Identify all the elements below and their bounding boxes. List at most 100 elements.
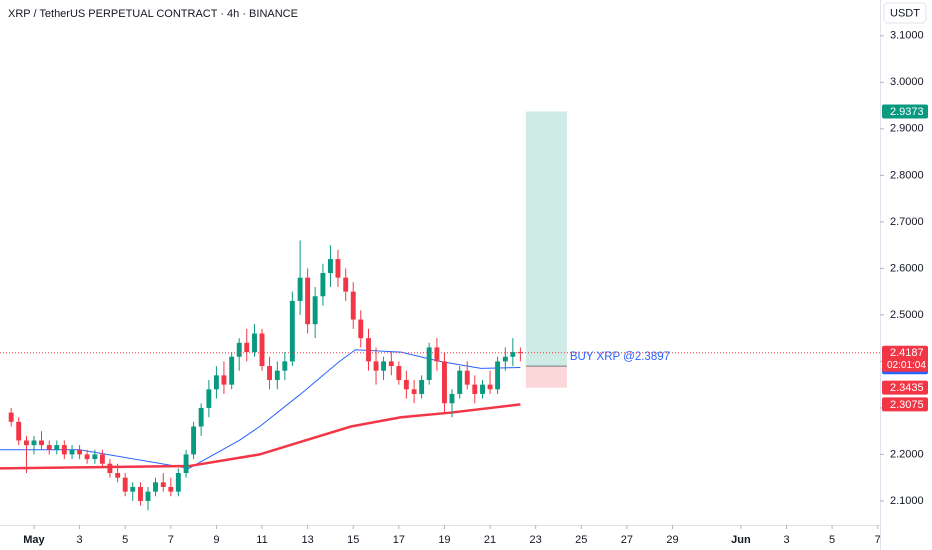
candle-body bbox=[335, 259, 341, 278]
candle-body bbox=[373, 361, 379, 371]
target-zone bbox=[525, 111, 567, 367]
stop-zone bbox=[525, 366, 567, 388]
y-tick-label: 2.6000 bbox=[890, 262, 924, 274]
candle-body bbox=[366, 338, 371, 362]
candle-body bbox=[61, 445, 67, 455]
candle-body bbox=[343, 277, 349, 292]
candle-body bbox=[267, 366, 272, 380]
x-tick-label: 13 bbox=[301, 534, 313, 546]
candle-body bbox=[259, 333, 265, 367]
candle-body bbox=[153, 482, 158, 492]
candle-body bbox=[175, 473, 181, 492]
current-price-tag bbox=[882, 345, 928, 372]
candle-body bbox=[411, 389, 417, 394]
candle-body bbox=[69, 449, 75, 455]
y-tick-label: 3.1000 bbox=[890, 30, 924, 42]
x-tick-label: 3 bbox=[77, 534, 83, 546]
candle-body bbox=[289, 300, 295, 362]
candle-body bbox=[168, 486, 174, 492]
x-tick-label: 17 bbox=[393, 534, 405, 546]
candle-body bbox=[396, 366, 402, 380]
chart-title: XRP / TetherUS PERPETUAL CONTRACT · 4h ·… bbox=[8, 8, 298, 20]
plot-area: BUY XRP @2.3897 bbox=[0, 111, 880, 511]
candle-body bbox=[183, 454, 189, 474]
candle-body bbox=[31, 440, 37, 446]
candle-body bbox=[320, 273, 326, 297]
candle-body bbox=[229, 356, 235, 385]
candle-body bbox=[92, 454, 98, 460]
candle-body bbox=[77, 449, 83, 455]
position-label: BUY XRP @2.3897 bbox=[570, 351, 670, 363]
candle-body bbox=[517, 352, 523, 354]
candle-body bbox=[495, 361, 501, 390]
x-tick-label: 5 bbox=[122, 534, 128, 546]
x-tick-label: 5 bbox=[829, 534, 835, 546]
candle-body bbox=[252, 333, 257, 353]
candle-body bbox=[54, 445, 60, 450]
candle-body bbox=[381, 361, 387, 371]
candle-body bbox=[221, 375, 227, 385]
candle-body bbox=[84, 454, 90, 460]
x-tick-label: 19 bbox=[438, 534, 450, 546]
candle-body bbox=[138, 486, 143, 501]
candle-body bbox=[206, 389, 212, 408]
candle-body bbox=[312, 296, 318, 325]
candle-body bbox=[236, 342, 242, 357]
x-tick-label: 3 bbox=[783, 534, 789, 546]
currency-label[interactable]: USDT bbox=[890, 7, 920, 19]
price-tag bbox=[882, 397, 928, 412]
x-tick-label: 23 bbox=[530, 534, 542, 546]
price-tag bbox=[882, 380, 928, 395]
candle-body bbox=[46, 445, 52, 450]
x-tick-label: 11 bbox=[256, 534, 267, 546]
candle-body bbox=[274, 370, 280, 380]
candle-body bbox=[8, 412, 14, 422]
y-tick-label: 2.9000 bbox=[890, 123, 924, 135]
candle-body bbox=[464, 370, 470, 385]
candle-body bbox=[350, 291, 356, 320]
moving-average-line bbox=[0, 403, 521, 470]
candle-body bbox=[107, 463, 113, 474]
candle-body bbox=[24, 440, 29, 446]
candle-body bbox=[244, 342, 250, 353]
candle-body bbox=[191, 426, 197, 455]
candle-body bbox=[130, 486, 136, 492]
candle-body bbox=[403, 380, 409, 390]
price-tag-label: 2.9373 bbox=[890, 106, 924, 118]
candle-body bbox=[487, 384, 493, 390]
candle-body bbox=[145, 491, 151, 501]
candle-body bbox=[426, 347, 432, 380]
candle-body bbox=[327, 259, 333, 274]
candle-body bbox=[449, 393, 455, 404]
candle-body bbox=[419, 380, 425, 394]
y-tick-label: 2.1000 bbox=[890, 495, 924, 507]
candle-body bbox=[434, 347, 440, 362]
candle-body bbox=[16, 421, 22, 441]
candle-body bbox=[457, 370, 463, 394]
x-tick-label: 21 bbox=[484, 534, 496, 546]
x-tick-label: 27 bbox=[621, 534, 633, 546]
y-tick-label: 2.8000 bbox=[890, 169, 924, 181]
y-tick-label: 2.7000 bbox=[890, 216, 924, 228]
candle-body bbox=[160, 482, 166, 487]
y-tick-label: 2.5000 bbox=[890, 309, 924, 321]
candle-body bbox=[213, 375, 219, 390]
price-tag-label: 2.3435 bbox=[890, 382, 924, 394]
current-price-label: 2.4187 bbox=[890, 347, 924, 359]
candle-body bbox=[388, 361, 394, 367]
candle-body bbox=[472, 384, 478, 394]
price-tag-label: 2.3075 bbox=[890, 399, 924, 411]
candle-body bbox=[442, 361, 447, 404]
candle-body bbox=[115, 473, 121, 478]
candle-body bbox=[358, 319, 364, 339]
candle-body bbox=[305, 277, 311, 325]
candle-body bbox=[198, 407, 204, 427]
x-tick-label: May bbox=[23, 534, 45, 546]
candle-body bbox=[480, 384, 485, 394]
currency-button[interactable] bbox=[883, 2, 927, 24]
price-axis: 2.10002.20002.30002.40002.50002.60002.70… bbox=[880, 30, 928, 507]
x-tick-label: 7 bbox=[875, 534, 881, 546]
candle-body bbox=[282, 361, 288, 371]
